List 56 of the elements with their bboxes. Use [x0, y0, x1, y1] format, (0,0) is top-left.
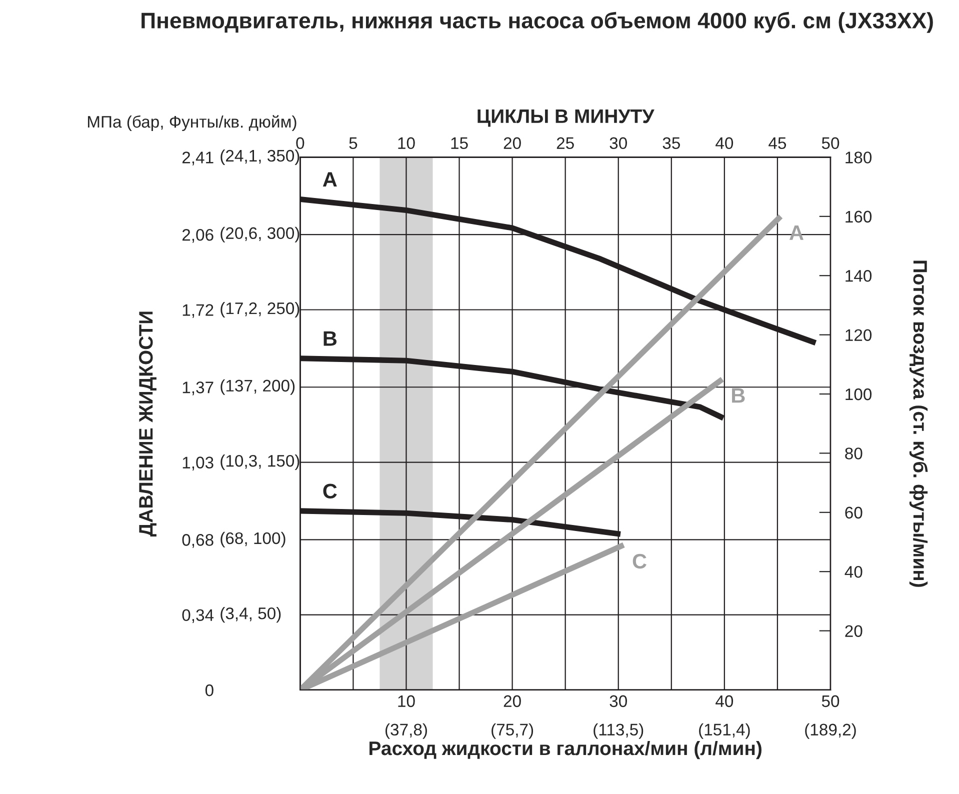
text: (3,4, 50): [220, 607, 281, 623]
series-label: A: [322, 172, 337, 187]
x-tick-label: 20: [504, 695, 521, 708]
y2-tick-label: 20: [845, 625, 862, 637]
y2-tick-label: 180: [846, 152, 872, 164]
text: (113,5): [594, 723, 644, 739]
text: (151,4): [699, 723, 750, 739]
x2-tick-label: 35: [662, 137, 680, 150]
x2-tick-label: 30: [610, 137, 627, 150]
x-tick-label: 50: [822, 695, 840, 708]
x-axis-title: Расход жидкости в галлонах/мин (л/мин): [370, 740, 762, 760]
text: (137, 200): [220, 379, 295, 395]
text: (189,2): [805, 723, 856, 739]
x2-tick-label: 40: [716, 137, 734, 150]
y2-tick-label: 120: [846, 329, 872, 342]
x2-tick-label: 50: [822, 137, 840, 150]
y-tick-label: 0: [205, 684, 214, 696]
x-tick-label: 40: [716, 695, 734, 708]
y2-tick-label: 40: [844, 566, 862, 578]
text: (10,3, 150): [220, 454, 300, 470]
y2-tick-label: 100: [846, 388, 872, 400]
y2-tick-label: 160: [846, 210, 872, 223]
y2-axis-title: Поток воздуха (ст. куб. футы/мин): [909, 260, 928, 587]
y-tick-label: 2,41: [182, 152, 214, 166]
x2-tick-label: 25: [556, 137, 574, 150]
text: (75,7): [492, 723, 534, 739]
text: (17,2, 250): [220, 302, 300, 318]
series-label: C: [632, 554, 646, 569]
x2-tick-label: 20: [504, 137, 521, 150]
y-tick-label: 2,06: [182, 228, 214, 243]
y2-tick-label: 60: [845, 506, 862, 519]
text: (20,6, 300): [220, 226, 300, 242]
y-tick-label: 0,68: [182, 534, 214, 548]
x2-tick-label: 10: [398, 137, 415, 150]
y2-tick-label: 140: [846, 270, 872, 282]
y-tick-label: 1,72: [182, 304, 214, 318]
y-tick-label: 0,34: [182, 609, 214, 623]
series-label: C: [323, 484, 337, 498]
x2-tick-label: 45: [768, 137, 786, 150]
x2-tick-label: 0: [296, 137, 304, 150]
text: МПа (бар, Фунты/кв. дюйм): [88, 115, 296, 132]
x2-tick-label: 5: [349, 137, 358, 150]
x2-tick-label: 15: [451, 137, 468, 150]
y-tick-label: 1,37: [182, 382, 214, 396]
chart-title: Пневмодвигатель, нижняя часть насоса объемом 4000 куб. см (JX33XX): [142, 12, 933, 33]
series-label: B: [324, 331, 336, 346]
y-tick-label: 1,03: [182, 456, 214, 470]
text: (24,1, 350): [220, 149, 300, 165]
y-axis-title: ДАВЛЕНИЕ ЖИДКОСТИ: [139, 312, 156, 537]
x2-axis-title: ЦИКЛЫ В МИНУТУ: [478, 110, 654, 127]
series-label: B: [732, 388, 745, 403]
text: (37,8): [386, 723, 427, 739]
x-tick-label: 10: [398, 695, 415, 708]
x-tick-label: 30: [610, 695, 627, 708]
text: (68, 100): [220, 532, 286, 548]
y2-tick-label: 80: [845, 448, 862, 460]
